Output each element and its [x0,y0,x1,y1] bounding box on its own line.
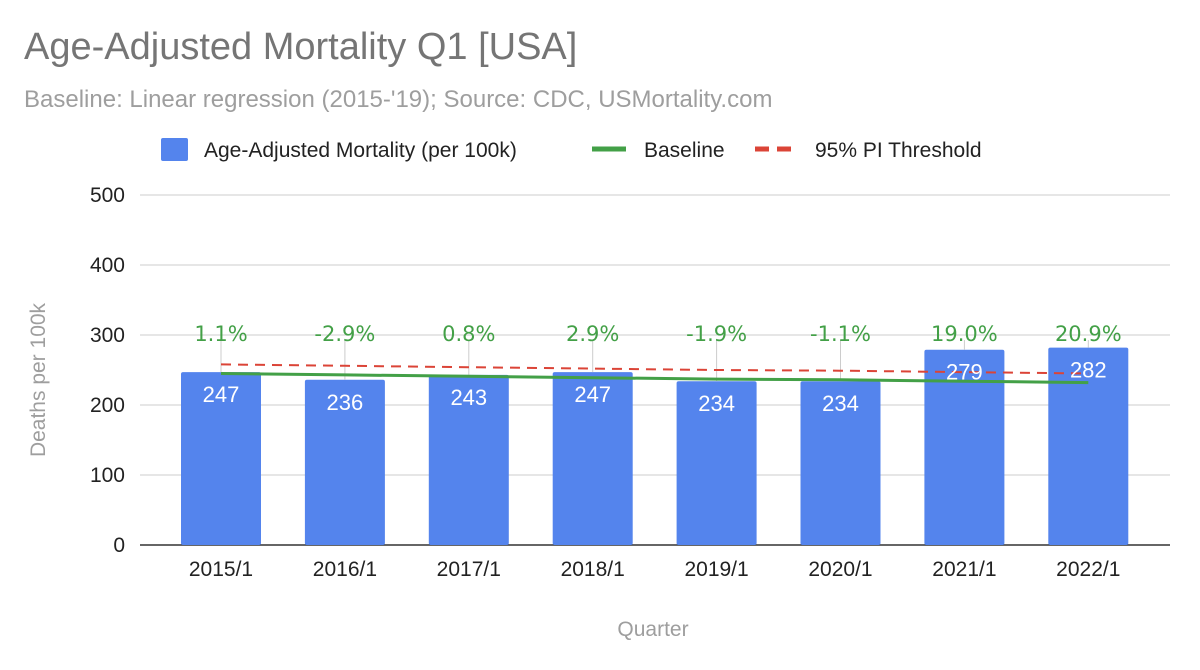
excess-percent-label: -1.1% [810,322,871,346]
y-tick-label: 0 [113,534,125,557]
x-tick-label: 2017/1 [437,558,501,581]
chart-subtitle: Baseline: Linear regression (2015-'19); … [24,86,773,113]
bar-value-label: 234 [822,391,859,416]
bar-value-label: 243 [450,385,487,410]
x-tick-label: 2016/1 [313,558,377,581]
y-axis-title: Deaths per 100k [27,302,50,457]
bar [1048,347,1129,545]
y-tick-label: 400 [90,254,125,277]
bar [304,379,385,545]
bar [552,372,633,545]
x-tick-label: 2018/1 [561,558,625,581]
excess-percent-label: -2.9% [314,322,375,346]
bar [924,349,1005,545]
baseline-line [220,372,1089,385]
legend-label-baseline: Baseline [644,139,725,162]
y-tick-label: 500 [90,184,125,207]
excess-percent-label: 2.9% [566,322,619,346]
x-tick-label: 2019/1 [684,558,748,581]
excess-percent-label: 0.8% [442,322,495,346]
excess-percent-label: 19.0% [931,322,998,346]
x-tick-label: 2015/1 [189,558,253,581]
bar [181,372,261,545]
x-tick-label: 2020/1 [808,558,872,581]
bar-value-label: 236 [327,390,364,415]
excess-percent-label: 20.9% [1055,322,1122,346]
bar [428,374,509,545]
bar-value-label: 234 [698,391,735,416]
bar [676,381,757,545]
bar-value-label: 247 [203,382,240,407]
legend-label-threshold: 95% PI Threshold [815,139,982,162]
x-tick-label: 2022/1 [1056,558,1120,581]
threshold-line [220,363,1089,375]
x-axis-title: Quarter [617,618,688,641]
y-tick-label: 200 [90,394,125,417]
y-tick-label: 300 [90,324,125,347]
excess-percent-label: -1.9% [686,322,747,346]
bar-value-label: 279 [946,360,983,385]
x-tick-label: 2021/1 [932,558,996,581]
bar-value-label: 282 [1070,358,1107,383]
excess-percent-label: 1.1% [194,322,247,346]
y-tick-label: 100 [90,464,125,487]
bar-value-label: 247 [574,382,611,407]
legend-swatch-bars [161,138,188,161]
chart-title: Age-Adjusted Mortality Q1 [USA] [24,26,578,68]
bar [800,381,881,545]
legend-label-bars: Age-Adjusted Mortality (per 100k) [204,139,517,162]
